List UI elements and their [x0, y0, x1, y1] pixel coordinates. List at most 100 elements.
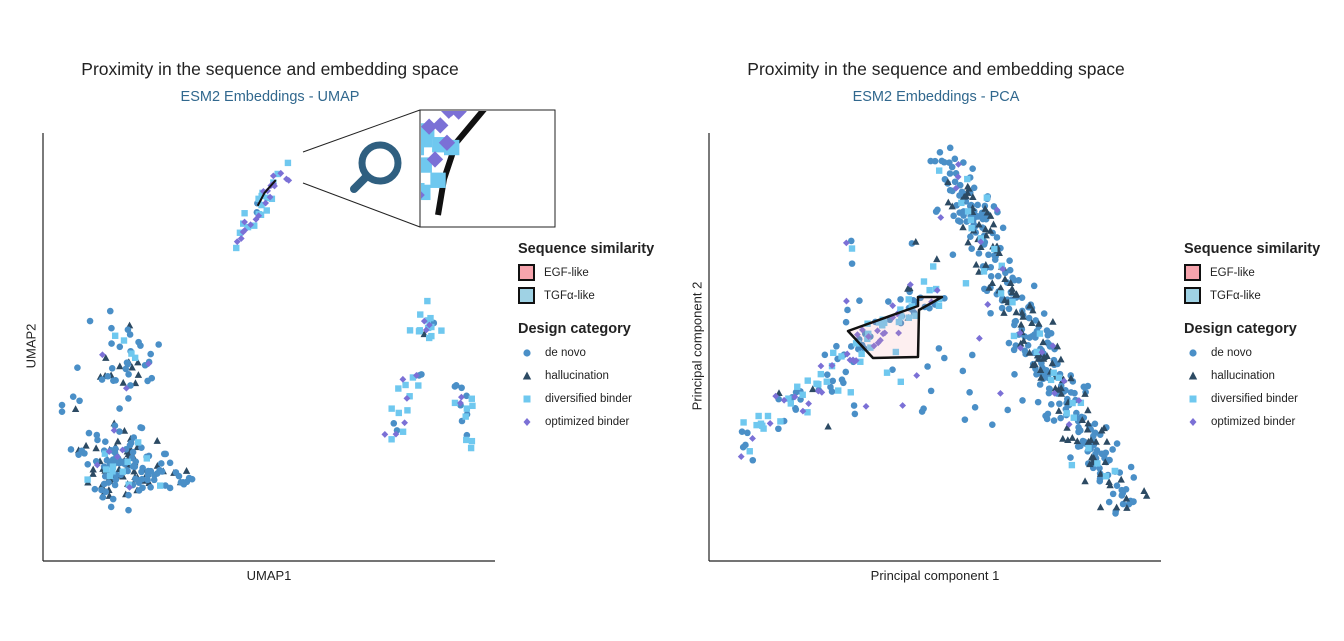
- umap-legend: Sequence similarity EGF-like TGFα-like D…: [518, 241, 654, 447]
- optimized-binder-point: [399, 375, 407, 383]
- diversified-binder-point: [1077, 399, 1085, 407]
- hallucination-point: [986, 212, 995, 219]
- de-novo-point: [833, 342, 840, 350]
- de-novo-point: [110, 377, 117, 384]
- hallucination-point: [962, 192, 970, 200]
- hallucination-point: [1096, 470, 1105, 477]
- hallucination-point: [912, 237, 920, 245]
- diversified-binder-point: [395, 409, 402, 417]
- diversified-binder-point: [799, 391, 806, 398]
- hallucination-point: [975, 267, 983, 275]
- optimized-binder-point: [799, 407, 807, 415]
- diversified-binder-point: [935, 302, 943, 309]
- optimized-binder-point: [99, 351, 106, 359]
- diversified-binder-point: [1010, 332, 1018, 340]
- de-novo-point: [951, 155, 959, 163]
- de-novo-point: [108, 324, 115, 332]
- hallucination-point: [988, 279, 996, 287]
- de-novo-point: [1091, 420, 1099, 428]
- diversified-binder-point: [84, 476, 91, 483]
- hallucination-point: [114, 437, 122, 445]
- de-novo-point: [135, 338, 142, 346]
- diversified-binder-point: [759, 422, 766, 429]
- optimized-binder-point: [105, 448, 113, 456]
- diversified-binder-point: [388, 405, 395, 412]
- de-novo-point: [1084, 382, 1092, 390]
- hallucination-point: [809, 385, 817, 393]
- umap-y-axis-label: UMAP2: [23, 323, 39, 369]
- diversified-binder-point: [1050, 369, 1057, 376]
- optimized-binder-point: [1016, 329, 1024, 337]
- diversified-binder-point: [284, 159, 292, 167]
- legend-label: TGFα-like: [544, 289, 595, 302]
- diversified-binder-point: [998, 262, 1005, 270]
- de-novo-point: [130, 434, 138, 441]
- de-novo-point: [404, 177, 420, 193]
- hallucination-point: [1081, 390, 1089, 397]
- legend-label: de novo: [1211, 346, 1252, 359]
- category-legend-title: Design category: [518, 321, 631, 337]
- diversified-binder-point: [977, 235, 985, 242]
- optimized-binder-point: [952, 184, 960, 192]
- diversified-binder-point: [264, 194, 271, 202]
- de-novo-point: [1015, 277, 1023, 284]
- diversified-binder-point: [416, 327, 423, 334]
- optimized-binder-point: [828, 362, 836, 369]
- umap-chart-title: Proximity in the sequence and embedding …: [81, 59, 459, 79]
- de-novo-point: [1056, 400, 1063, 408]
- legend-item-hallucination: hallucination: [1184, 364, 1320, 387]
- legend-label: EGF-like: [544, 266, 589, 279]
- diversified-binder-point: [892, 348, 900, 356]
- diversified-binder-point: [997, 290, 1005, 297]
- de-novo-point: [842, 318, 850, 326]
- optimized-binder-point: [110, 426, 118, 434]
- de-novo-point: [968, 351, 976, 359]
- de-novo-point: [85, 429, 93, 437]
- legend-label: EGF-like: [1210, 266, 1255, 279]
- de-novo-point: [749, 456, 757, 464]
- de-novo-point: [738, 428, 746, 435]
- de-novo-point: [950, 212, 957, 220]
- hallucination-point: [1035, 319, 1043, 327]
- de-novo-point: [1010, 346, 1018, 354]
- diversified-binder-point: [867, 344, 874, 351]
- hallucination-point: [1059, 434, 1067, 442]
- hallucination-point: [71, 405, 80, 413]
- hallucination-point: [975, 220, 983, 228]
- de-novo-point: [987, 273, 995, 280]
- optimized-binder-point: [401, 419, 409, 427]
- de-novo-point: [166, 484, 174, 492]
- diversified-binder-point: [804, 377, 811, 384]
- hallucination-point: [89, 465, 97, 473]
- de-novo-point: [856, 297, 863, 304]
- optimized-binder-point: [413, 372, 420, 379]
- hallucination-point: [948, 202, 956, 210]
- de-novo-point: [920, 405, 927, 412]
- de-novo-point: [138, 468, 145, 476]
- optimized-binder-point: [780, 396, 788, 404]
- de-novo-point: [932, 208, 940, 215]
- diversified-binder-point: [740, 419, 747, 426]
- hallucination-point: [1028, 319, 1036, 327]
- de-novo-point: [58, 408, 66, 415]
- hallucination-point: [906, 284, 914, 292]
- diversified-binder-point: [402, 381, 409, 389]
- de-novo-point: [744, 429, 751, 437]
- diversified-binder-point: [236, 229, 244, 236]
- legend-item-optimized-binder: optimized binder: [1184, 410, 1320, 433]
- diversified-binder-point: [448, 94, 463, 109]
- optimized-binder-point: [259, 187, 267, 195]
- de-novo-point: [1005, 339, 1013, 347]
- diversified-binder-point: [415, 382, 422, 389]
- hallucination-point: [1012, 308, 1020, 316]
- de-novo-point: [91, 485, 99, 493]
- de-novo-point: [1018, 294, 1026, 301]
- diversified-binder-point: [847, 389, 854, 396]
- diversified-binder-point: [258, 201, 265, 209]
- hallucination-point: [153, 437, 161, 444]
- optimized-binder-point: [999, 265, 1007, 273]
- optimized-binder-point: [447, 75, 463, 91]
- optimized-binder-point: [241, 218, 248, 226]
- de-novo-point: [775, 425, 782, 433]
- hallucination-point: [944, 178, 952, 186]
